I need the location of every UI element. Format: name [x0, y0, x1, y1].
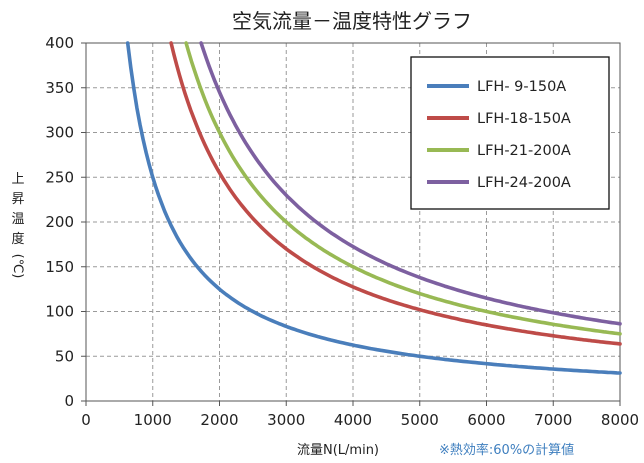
x-tick-label: 3000: [267, 411, 305, 429]
series-line: [199, 41, 622, 326]
series-line: [125, 41, 622, 375]
y-axis-label-char: 温: [11, 212, 24, 227]
x-tick-label: 2000: [200, 411, 238, 429]
y-axis-label-char: 上: [11, 172, 24, 187]
chart-title: 空気流量－温度特性グラフ: [232, 9, 472, 33]
x-tick-label: 4000: [334, 411, 372, 429]
y-tick-label: 400: [45, 34, 74, 52]
x-tick-label: 1000: [134, 411, 172, 429]
legend-label: LFH-24-200A: [477, 175, 571, 191]
y-tick-label: 50: [55, 347, 74, 365]
note-text: ※熱効率:60%の計算値: [439, 442, 574, 458]
series-lines: [125, 41, 622, 375]
y-axis-label-char: (℃): [10, 254, 25, 279]
x-tick-label: 8000: [601, 411, 639, 429]
legend-label: LFH-21-200A: [477, 143, 571, 159]
series-line: [184, 41, 622, 336]
y-tick-label: 250: [45, 168, 74, 186]
legend: LFH- 9-150A LFH-18-150A LFH-21-200A LFH-24-…: [410, 56, 610, 210]
x-tick-label: 7000: [534, 411, 572, 429]
y-tick-label: 200: [45, 213, 74, 231]
y-tick-label: 100: [45, 303, 74, 321]
y-axis-ticks: 0 50 100 150 200 250 300 350 400: [45, 34, 86, 410]
x-tick-label: 5000: [401, 411, 439, 429]
y-tick-label: 300: [45, 124, 74, 142]
x-tick-label: 0: [81, 411, 91, 429]
x-tick-label: 6000: [467, 411, 505, 429]
y-axis-label-char: 昇: [11, 192, 24, 207]
legend-label: LFH-18-150A: [477, 111, 571, 127]
x-axis-label: 流量N(L/min): [297, 443, 379, 458]
x-axis-ticks: 0 1000 2000 3000 4000 5000 6000 7000 8000: [81, 401, 639, 429]
y-axis-label-char: 度: [11, 231, 24, 247]
legend-label: LFH- 9-150A: [477, 79, 566, 95]
series-line: [169, 41, 622, 346]
y-tick-label: 0: [64, 392, 74, 410]
y-tick-label: 350: [45, 79, 74, 97]
y-tick-label: 150: [45, 258, 74, 276]
